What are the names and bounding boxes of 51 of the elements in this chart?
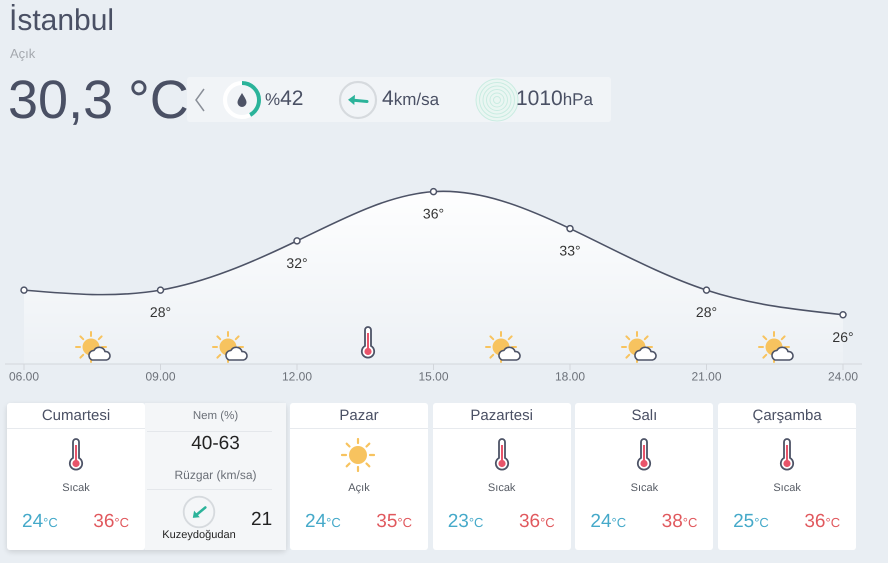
annotation: Sıcak — [61, 481, 91, 495]
text: Açık — [10, 46, 36, 62]
annotation: Cumartesi — [40, 407, 112, 425]
annotation: 36°C — [518, 511, 555, 532]
point — [702, 286, 710, 294]
annotation: 36°C — [804, 511, 840, 532]
text: 1010hPa — [516, 87, 593, 110]
annotation: 24°C — [590, 511, 626, 532]
annotation: Sıcak — [630, 481, 660, 495]
text: %42 — [265, 87, 304, 110]
annotation: 23°C — [448, 511, 484, 532]
annotation: Nem (%) — [192, 409, 240, 423]
annotation: 36°C — [93, 511, 129, 532]
annotation: Salı — [630, 407, 658, 425]
annotation: Rüzgar (km/sa) — [173, 468, 258, 483]
annotation: Sıcak — [486, 481, 516, 495]
point — [156, 286, 164, 294]
annotation: 35°C — [376, 511, 412, 532]
x-tick-label: 06.00 — [8, 370, 40, 384]
x-tick-label: 18.00 — [554, 370, 586, 384]
annotation: Pazar — [338, 407, 380, 425]
annotation: 21 — [251, 508, 272, 532]
point — [430, 188, 438, 196]
x-tick-label: 15.00 — [418, 370, 449, 384]
data-label: 33° — [559, 242, 581, 259]
point — [293, 237, 301, 245]
annotation: Açık — [347, 481, 371, 495]
point — [566, 224, 574, 232]
data-label: 28° — [696, 304, 718, 320]
x-tick-label: 12.00 — [282, 370, 312, 384]
text: İstanbul — [9, 3, 114, 39]
text: 30,3 °C — [8, 70, 189, 130]
annotation: Pazartesi — [469, 407, 534, 425]
annotation: 24°C — [22, 511, 58, 532]
annotation: Çarşamba — [751, 407, 823, 425]
point — [20, 286, 28, 294]
point — [839, 311, 847, 318]
annotation: 40-63 — [190, 432, 241, 456]
annotation: 38°C — [662, 511, 698, 532]
x-tick-label: 09.00 — [145, 370, 176, 384]
data-label: 26° — [832, 328, 854, 345]
x-tick-label: 24.00 — [828, 370, 858, 384]
data-label: 32° — [286, 254, 308, 271]
data-label: 28° — [150, 304, 172, 320]
text: 4km/sa — [382, 87, 440, 110]
x-tick-label: 21.00 — [691, 370, 722, 384]
annotation: 24°C — [305, 511, 341, 532]
annotation: Kuzeydoğudan — [161, 529, 237, 542]
annotation: Sıcak — [772, 481, 802, 495]
annotation: 25°C — [733, 511, 769, 532]
data-label: 36° — [422, 206, 444, 222]
